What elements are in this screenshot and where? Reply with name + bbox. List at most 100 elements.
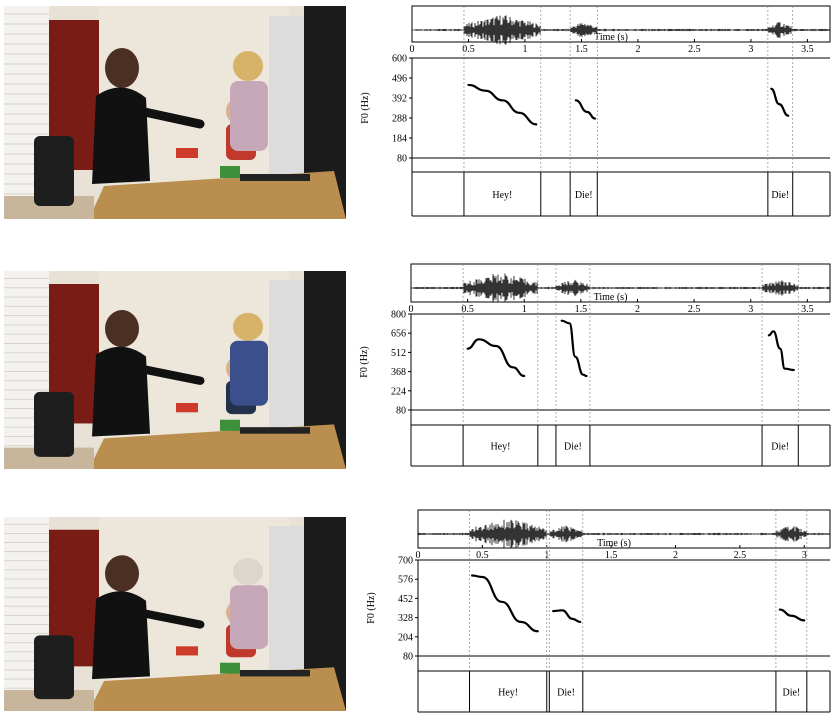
f0-tick-label: 576	[398, 575, 413, 586]
f0-tick-label: 368	[391, 367, 406, 378]
f0-tick-label: 700	[398, 556, 413, 567]
time-tick-label: 0.5	[476, 550, 489, 561]
time-axis-label: Time (s)	[597, 538, 631, 549]
chair	[34, 136, 74, 206]
f0-contour	[466, 338, 526, 378]
time-axis-label: Time (s)	[594, 292, 628, 303]
f0-contour	[470, 574, 539, 633]
adult-head	[105, 310, 139, 348]
toy-red	[176, 646, 198, 656]
word-label: Die!	[782, 688, 800, 699]
f0-contour	[574, 99, 597, 120]
toy-ramp	[240, 427, 310, 434]
acoustic-panel-1: 0 0.5 1 1.5 2 2.5 3 3.5 Time (s) 600 496 392 288 184 8…	[350, 0, 834, 222]
f0-tick-label: 452	[398, 594, 413, 605]
acoustic-panel-2: 0 0.5 1 1.5 2 2.5 3 3.5 Time (s) 800 656 512 368 224 8…	[350, 262, 834, 472]
waveform-trace	[412, 15, 830, 45]
f0-tick-label: 328	[398, 613, 413, 624]
word-label: Hey!	[498, 688, 518, 699]
parent-body	[230, 340, 268, 406]
scene-illustration-1	[4, 6, 346, 219]
waveform-trace	[418, 519, 830, 549]
time-tick-label: 1.5	[605, 550, 618, 561]
time-tick-label: 2	[673, 550, 678, 561]
time-tick-label: 0	[409, 304, 414, 315]
f0-tick-label: 80	[397, 154, 407, 165]
time-tick-label: 3.5	[801, 304, 814, 315]
chair	[34, 391, 74, 457]
time-tick-label: 2	[635, 304, 640, 315]
time-tick-label: 0.5	[461, 304, 474, 315]
pointing-arm	[135, 608, 205, 629]
f0-tick-label: 656	[391, 329, 406, 340]
word-label: Die!	[564, 442, 582, 453]
f0-tick-label: 288	[392, 114, 407, 125]
word-label: Hey!	[490, 442, 510, 453]
time-tick-label: 1	[522, 304, 527, 315]
f0-axis-label: F0 (Hz)	[366, 592, 377, 623]
toy-ramp	[240, 174, 310, 181]
scene-illustration-2	[4, 271, 346, 469]
toy-ramp	[240, 670, 310, 677]
f0-contour	[767, 330, 795, 372]
table-top	[89, 667, 346, 711]
pointing-arm	[135, 106, 205, 129]
time-tick-label: 1	[522, 44, 527, 55]
f0-tick-label: 184	[392, 134, 407, 145]
word-label: Hey!	[492, 190, 512, 201]
pointing-arm	[135, 364, 205, 385]
waveform-trace	[411, 273, 830, 303]
f0-tick-label: 204	[398, 632, 413, 643]
f0-tick-label: 600	[392, 54, 407, 65]
toy-green	[220, 166, 240, 178]
time-tick-label: 0	[410, 44, 415, 55]
time-tick-label: 3	[802, 550, 807, 561]
adult-body	[92, 87, 150, 184]
f0-tick-label: 800	[391, 310, 406, 321]
word-label: Die!	[771, 442, 789, 453]
parent-body	[230, 585, 268, 650]
time-tick-label: 1.5	[575, 304, 588, 315]
time-tick-label: 2.5	[734, 550, 747, 561]
waveform-frame	[417, 509, 831, 549]
time-tick-label: 1.5	[575, 44, 588, 55]
f0-axis-label: F0 (Hz)	[359, 346, 370, 377]
adult-body	[92, 346, 150, 437]
time-tick-label: 0.5	[462, 44, 475, 55]
f0-tick-label: 80	[396, 406, 406, 417]
f0-tick-label: 392	[392, 94, 407, 105]
parent-head	[233, 557, 263, 586]
parent-body	[230, 81, 268, 151]
chair	[34, 635, 74, 700]
table-top	[89, 424, 346, 469]
table-top	[89, 171, 346, 219]
f0-contour	[770, 87, 790, 117]
f0-tick-label: 496	[392, 74, 407, 85]
f0-tick-label: 512	[391, 348, 406, 359]
adult-head	[105, 555, 139, 592]
f0-tick-label: 224	[391, 386, 406, 397]
toy-green	[220, 419, 240, 431]
time-tick-label: 2.5	[688, 304, 701, 315]
photo-row-3	[4, 517, 346, 711]
time-tick-label: 2.5	[688, 44, 701, 55]
f0-contour	[552, 609, 582, 624]
photo-row-1	[4, 6, 346, 219]
time-tick-label: 2	[635, 44, 640, 55]
time-tick-label: 3	[748, 304, 753, 315]
parent-head	[233, 51, 263, 81]
waveform-frame	[410, 263, 831, 303]
parent-head	[233, 312, 263, 341]
f0-contour	[467, 83, 538, 126]
toy-red	[176, 148, 198, 158]
waveform-frame	[411, 5, 831, 43]
word-label: Die!	[557, 688, 575, 699]
word-label: Die!	[771, 190, 789, 201]
photo-row-2	[4, 271, 346, 469]
word-label: Die!	[575, 190, 593, 201]
f0-contour	[560, 319, 588, 378]
f0-contour	[778, 608, 806, 622]
time-tick-label: 3	[748, 44, 753, 55]
scene-illustration-3	[4, 517, 346, 711]
